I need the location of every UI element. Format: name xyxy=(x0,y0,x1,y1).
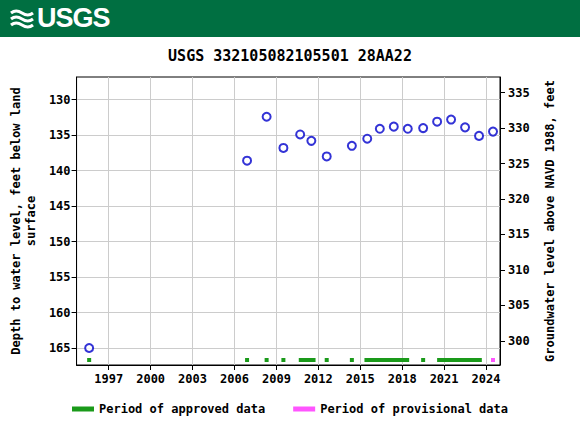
svg-text:2012: 2012 xyxy=(304,372,333,386)
svg-text:140: 140 xyxy=(49,164,71,178)
svg-text:Groundwater level above NAVD 1: Groundwater level above NAVD 1988, feet xyxy=(543,80,557,362)
svg-text:2015: 2015 xyxy=(346,372,375,386)
svg-text:Period of provisional data: Period of provisional data xyxy=(320,402,508,416)
svg-text:310: 310 xyxy=(508,263,530,277)
svg-text:Depth to water level, feet bel: Depth to water level, feet below land xyxy=(9,87,23,354)
svg-text:155: 155 xyxy=(49,270,71,284)
svg-text:2003: 2003 xyxy=(178,372,207,386)
svg-text:Period of approved data: Period of approved data xyxy=(99,402,265,416)
svg-text:315: 315 xyxy=(508,227,530,241)
svg-text:300: 300 xyxy=(508,334,530,348)
svg-text:160: 160 xyxy=(49,306,71,320)
svg-text:130: 130 xyxy=(49,93,71,107)
svg-text:330: 330 xyxy=(508,121,530,135)
svg-text:165: 165 xyxy=(49,341,71,355)
svg-text:335: 335 xyxy=(508,86,530,100)
svg-text:2006: 2006 xyxy=(220,372,249,386)
svg-text:surface: surface xyxy=(24,196,38,247)
svg-text:305: 305 xyxy=(508,298,530,312)
svg-text:2000: 2000 xyxy=(136,372,165,386)
svg-text:150: 150 xyxy=(49,235,71,249)
svg-text:2021: 2021 xyxy=(430,372,459,386)
svg-text:2024: 2024 xyxy=(472,372,501,386)
html-text:USGS: USGS xyxy=(37,3,110,33)
svg-text:2009: 2009 xyxy=(262,372,291,386)
svg-text:145: 145 xyxy=(49,199,71,213)
svg-text:USGS 332105082105501 28AA22: USGS 332105082105501 28AA22 xyxy=(168,47,412,65)
svg-text:320: 320 xyxy=(508,192,530,206)
svg-text:325: 325 xyxy=(508,157,530,171)
svg-text:2018: 2018 xyxy=(388,372,417,386)
svg-text:1997: 1997 xyxy=(94,372,123,386)
svg-text:135: 135 xyxy=(49,128,71,142)
